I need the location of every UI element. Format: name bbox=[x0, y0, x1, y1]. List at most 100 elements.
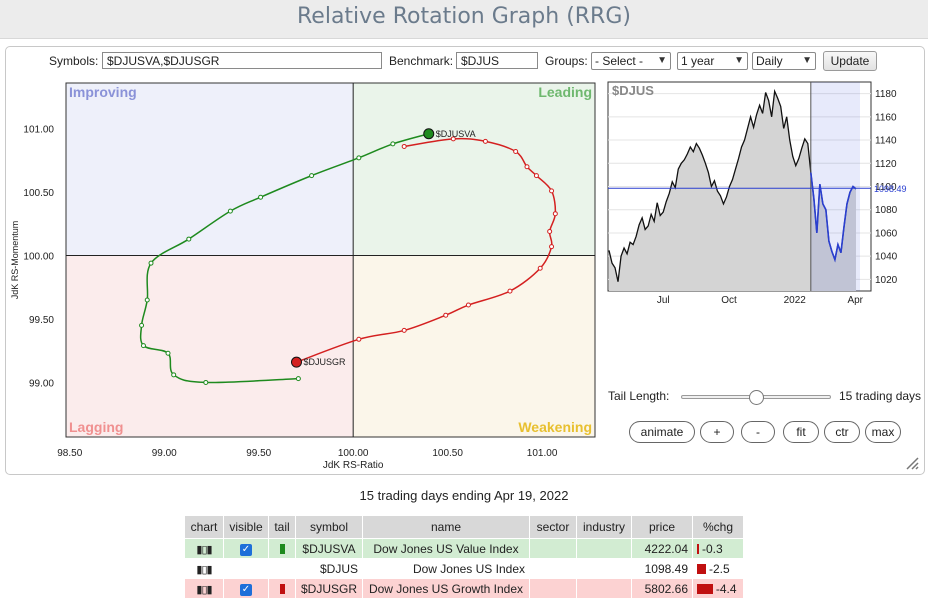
col-industry[interactable]: industry bbox=[576, 515, 632, 539]
animate-button[interactable]: animate bbox=[629, 421, 695, 443]
chart-cell[interactable]: ▮▯▮ bbox=[184, 558, 224, 579]
visible-checkbox[interactable]: ✓ bbox=[240, 584, 252, 596]
visible-cell[interactable]: ✓ bbox=[223, 538, 269, 559]
candlestick-icon[interactable]: ▮▯▮ bbox=[196, 563, 212, 576]
visible-cell[interactable]: ✓ bbox=[223, 578, 269, 599]
tail-point bbox=[401, 143, 407, 149]
quadrant-weakening bbox=[353, 255, 595, 437]
quadrant-improving bbox=[66, 83, 354, 256]
tail-point bbox=[507, 288, 513, 294]
update-button[interactable]: Update bbox=[823, 51, 877, 71]
tail-point bbox=[356, 336, 362, 342]
tail-point bbox=[165, 350, 171, 356]
tail-color-swatch bbox=[279, 544, 285, 555]
tail-point bbox=[450, 136, 456, 142]
groups-label: Groups: bbox=[545, 54, 588, 68]
table-row[interactable]: ▮▯▮ ✓ $DJUSVA Dow Jones US Value Index 4… bbox=[184, 538, 744, 559]
symbol-cell[interactable]: $DJUS bbox=[295, 558, 363, 579]
zoom-out-button[interactable]: - bbox=[741, 421, 775, 443]
resize-handle-icon[interactable] bbox=[904, 455, 920, 471]
col-chg[interactable]: %chg bbox=[692, 515, 744, 539]
name-cell: Dow Jones US Value Index bbox=[362, 538, 530, 559]
date-tick-label: 2022 bbox=[784, 295, 807, 306]
quadrant-lagging bbox=[66, 255, 354, 437]
rrg-chart[interactable]: Improving Leading Lagging Weakening 98.50 99.… bbox=[6, 77, 606, 477]
candlestick-icon[interactable]: ▮▯▮ bbox=[196, 583, 212, 596]
tail-color-swatch bbox=[279, 584, 285, 595]
col-chart[interactable]: chart bbox=[184, 515, 224, 539]
chg-bar bbox=[697, 564, 706, 575]
tail-point bbox=[140, 343, 146, 349]
date-tick-label: Apr bbox=[847, 295, 863, 306]
benchmark-label: Benchmark: bbox=[389, 54, 454, 68]
chart-cell[interactable]: ▮▯▮ bbox=[184, 538, 224, 559]
tail-point bbox=[533, 173, 539, 179]
benchmark-symbol-label: $DJUS bbox=[612, 83, 654, 98]
tail-point bbox=[148, 260, 154, 266]
price-tick-label: 1020 bbox=[875, 275, 898, 286]
col-price[interactable]: price bbox=[631, 515, 693, 539]
chart-cell[interactable]: ▮▯▮ bbox=[184, 578, 224, 599]
symbol-cell[interactable]: $DJUSVA bbox=[295, 538, 363, 559]
slider-thumb[interactable] bbox=[749, 390, 764, 405]
max-button[interactable]: max bbox=[865, 421, 901, 443]
fit-button[interactable]: fit bbox=[783, 421, 819, 443]
table-row[interactable]: ▮▯▮ ✓ $DJUSGR Dow Jones US Growth Index … bbox=[184, 578, 744, 599]
frequency-select[interactable]: Daily ▼ bbox=[752, 52, 816, 70]
price-area bbox=[609, 91, 856, 292]
price-tick-label: 1100 bbox=[875, 182, 897, 193]
industry-cell bbox=[576, 578, 632, 599]
period-select[interactable]: 1 year ▼ bbox=[677, 52, 748, 70]
sector-cell bbox=[529, 578, 577, 599]
period-select-value: 1 year bbox=[681, 54, 715, 68]
col-symbol[interactable]: symbol bbox=[295, 515, 363, 539]
visible-checkbox[interactable]: ✓ bbox=[240, 544, 252, 556]
price-tick-label: 1120 bbox=[875, 159, 897, 170]
rrg-panel: Symbols: $DJUSVA,$DJUSGR Benchmark: $DJU… bbox=[5, 46, 925, 475]
price-tick-label: 1160 bbox=[875, 112, 897, 123]
symbols-input[interactable]: $DJUSVA,$DJUSGR bbox=[102, 52, 382, 69]
x-axis-label: JdK RS-Ratio bbox=[323, 460, 384, 471]
y-tick-label: 100.50 bbox=[23, 188, 54, 199]
x-tick-label: 100.00 bbox=[338, 448, 369, 459]
price-tick-label: 1180 bbox=[875, 89, 897, 100]
industry-cell bbox=[576, 538, 632, 559]
table-row[interactable]: ▮▯▮ $DJUS Dow Jones US Index 1098.49 -2.… bbox=[184, 558, 744, 579]
tail-point bbox=[524, 164, 530, 170]
col-visible[interactable]: visible bbox=[223, 515, 269, 539]
tail-point bbox=[482, 138, 488, 144]
date-tick-label: Jul bbox=[657, 295, 670, 306]
tail-point bbox=[203, 379, 209, 385]
tail-cell bbox=[268, 558, 296, 579]
price-cell: 1098.49 bbox=[631, 558, 693, 579]
price-cell: 4222.04 bbox=[631, 538, 693, 559]
tail-point bbox=[356, 155, 362, 161]
col-name[interactable]: name bbox=[362, 515, 530, 539]
x-tick-label: 101.00 bbox=[527, 448, 558, 459]
groups-select[interactable]: - Select - ▼ bbox=[591, 52, 671, 70]
col-tail[interactable]: tail bbox=[268, 515, 296, 539]
chg-cell: -0.3 bbox=[692, 538, 744, 559]
candlestick-icon[interactable]: ▮▯▮ bbox=[196, 543, 212, 556]
chevron-down-icon: ▼ bbox=[802, 55, 812, 66]
tail-point bbox=[552, 211, 558, 217]
chg-cell: -2.5 bbox=[692, 558, 744, 579]
tail-point bbox=[139, 322, 145, 328]
symbols-table: chart visible tail symbol name sector in… bbox=[184, 515, 744, 599]
benchmark-price-chart[interactable]: 1180 1160 1140 1120 1100 1080 1060 1040 1020 1098… bbox=[606, 77, 924, 307]
benchmark-input[interactable]: $DJUS bbox=[456, 52, 538, 69]
groups-select-value: - Select - bbox=[595, 54, 644, 68]
col-sector[interactable]: sector bbox=[529, 515, 577, 539]
tail-point bbox=[537, 265, 543, 271]
sector-cell bbox=[529, 558, 577, 579]
tail-point bbox=[549, 188, 555, 194]
date-tick-label: Oct bbox=[721, 295, 737, 306]
chg-value: -2.5 bbox=[709, 561, 730, 576]
tail-length-slider[interactable] bbox=[681, 390, 831, 405]
center-button[interactable]: ctr bbox=[824, 421, 860, 443]
quadrant-label-weakening: Weakening bbox=[518, 419, 592, 435]
name-cell: Dow Jones US Index bbox=[362, 558, 530, 579]
current-price-label: 1098.49 bbox=[874, 184, 907, 194]
zoom-in-button[interactable]: + bbox=[700, 421, 734, 443]
symbol-cell[interactable]: $DJUSGR bbox=[295, 578, 363, 599]
